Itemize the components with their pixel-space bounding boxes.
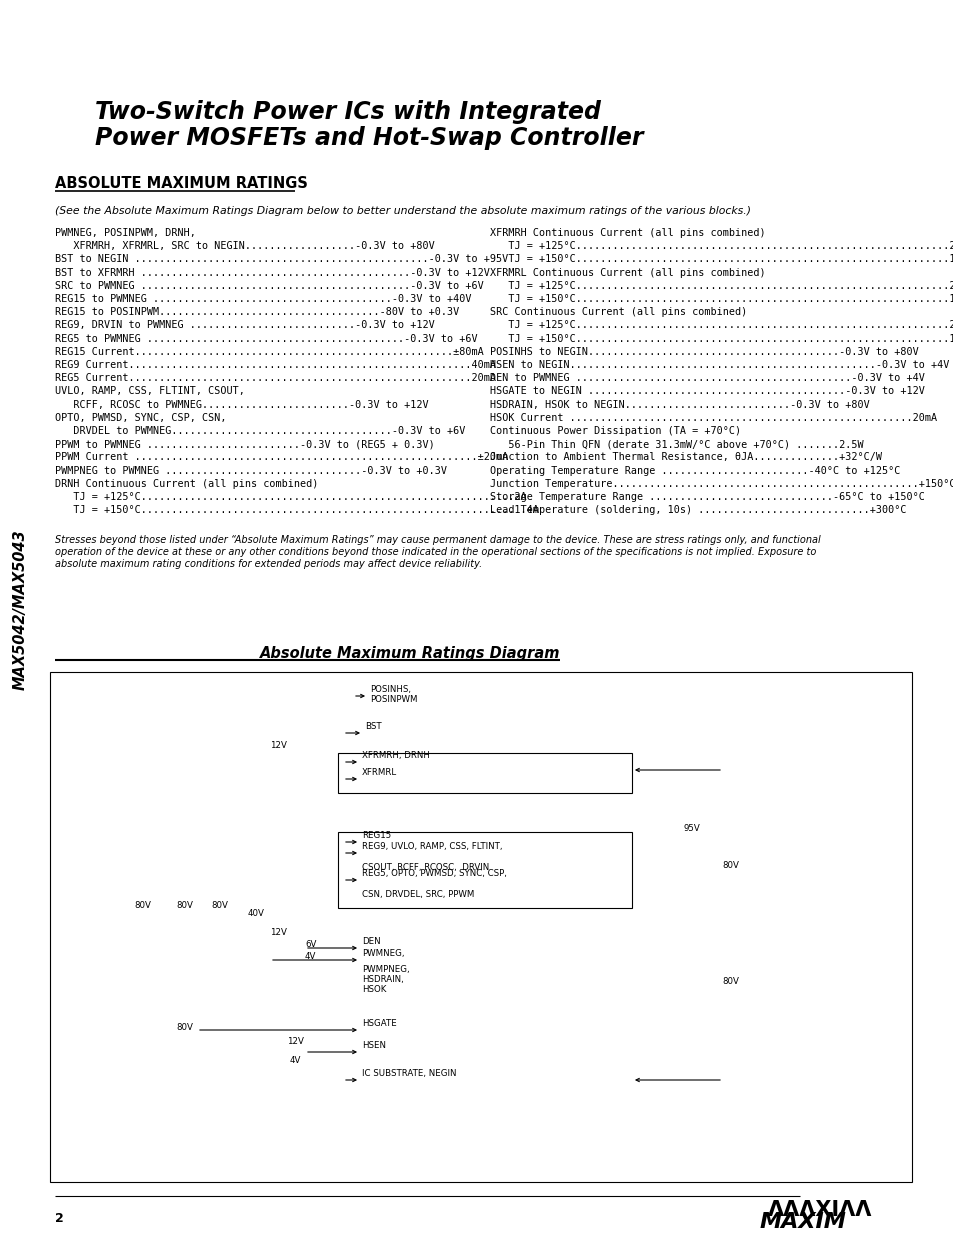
Text: CSOUT, RCFF, RCOSC,  DRVIN: CSOUT, RCFF, RCOSC, DRVIN [361, 863, 489, 872]
Text: BST to XFRMRH ............................................-0.3V to +12V: BST to XFRMRH ..........................… [55, 268, 489, 278]
Text: PWMPNEG,: PWMPNEG, [361, 965, 409, 974]
Text: (See the Absolute Maximum Ratings Diagram below to better understand the absolut: (See the Absolute Maximum Ratings Diagra… [55, 206, 750, 216]
Text: REG9, DRVIN to PWMNEG ...........................-0.3V to +12V: REG9, DRVIN to PWMNEG ..................… [55, 320, 435, 331]
Text: Power MOSFETs and Hot-Swap Controller: Power MOSFETs and Hot-Swap Controller [95, 126, 643, 149]
Text: Lead Temperature (soldering, 10s) ............................+300°C: Lead Temperature (soldering, 10s) ......… [490, 505, 905, 515]
Text: HSEN to NEGIN..................................................-0.3V to +4V: HSEN to NEGIN...........................… [490, 359, 948, 370]
Text: IC SUBSTRATE, NEGIN: IC SUBSTRATE, NEGIN [361, 1070, 456, 1078]
Text: PWMNEG, POSINPWM, DRNH,: PWMNEG, POSINPWM, DRNH, [55, 228, 195, 238]
Text: PWMPNEG to PWMNEG ................................-0.3V to +0.3V: PWMPNEG to PWMNEG ......................… [55, 466, 447, 475]
Text: XFRMRH, XFRMRL, SRC to NEGIN..................-0.3V to +80V: XFRMRH, XFRMRL, SRC to NEGIN............… [55, 241, 435, 251]
Text: REG15: REG15 [361, 831, 391, 840]
Text: XFRMRH Continuous Current (all pins combined): XFRMRH Continuous Current (all pins comb… [490, 228, 765, 238]
Text: 2: 2 [55, 1212, 64, 1225]
Text: 80V: 80V [212, 902, 228, 910]
Text: absolute maximum rating conditions for extended periods may affect device reliab: absolute maximum rating conditions for e… [55, 559, 482, 569]
Text: Two-Switch Power ICs with Integrated: Two-Switch Power ICs with Integrated [95, 100, 600, 124]
Text: SRC Continuous Current (all pins combined): SRC Continuous Current (all pins combine… [490, 308, 746, 317]
Text: REG15 to POSINPWM....................................-80V to +0.3V: REG15 to POSINPWM.......................… [55, 308, 458, 317]
Text: MAX5042/MAX5043: MAX5042/MAX5043 [12, 530, 28, 690]
Text: HSEN: HSEN [361, 1041, 386, 1050]
Text: HSDRAIN, HSOK to NEGIN...........................-0.3V to +80V: HSDRAIN, HSOK to NEGIN..................… [490, 400, 869, 410]
Text: SRC to PWMNEG ............................................-0.3V to +6V: SRC to PWMNEG ..........................… [55, 280, 483, 290]
Text: ΛΛΛXIΛΛ: ΛΛΛXIΛΛ [767, 1200, 871, 1220]
Text: 80V: 80V [721, 977, 739, 986]
Text: XFRMRL Continuous Current (all pins combined): XFRMRL Continuous Current (all pins comb… [490, 268, 765, 278]
Text: HSOK: HSOK [361, 986, 386, 994]
Bar [337, 832, 631, 908]
Text: DEN: DEN [361, 937, 380, 946]
Text: BST: BST [365, 722, 381, 731]
Text: REG9 Current........................................................40mA: REG9 Current............................… [55, 359, 496, 370]
Text: REG15 Current....................................................±80mA: REG15 Current...........................… [55, 347, 483, 357]
Text: 56-Pin Thin QFN (derate 31.3mW/°C above +70°C) .......2.5W: 56-Pin Thin QFN (derate 31.3mW/°C above … [490, 440, 862, 450]
Text: PPWM Current ........................................................±20mA: PPWM Current ...........................… [55, 452, 508, 462]
Text: CSN, DRVDEL, SRC, PPWM: CSN, DRVDEL, SRC, PPWM [361, 890, 474, 899]
Text: TJ = +125°C.............................................................2A: TJ = +125°C.............................… [490, 241, 953, 251]
Text: HSGATE: HSGATE [361, 1019, 396, 1028]
Text: POSINHS to NEGIN.........................................-0.3V to +80V: POSINHS to NEGIN........................… [490, 347, 918, 357]
Text: HSGATE to NEGIN ..........................................-0.3V to +12V: HSGATE to NEGIN ........................… [490, 387, 923, 396]
Text: HSDRAIN,: HSDRAIN, [361, 974, 403, 984]
Text: DEN to PWMNEG .............................................-0.3V to +4V: DEN to PWMNEG ..........................… [490, 373, 923, 383]
Text: 4V: 4V [289, 1056, 300, 1065]
Text: 4V: 4V [305, 952, 316, 961]
Text: TJ = +150°C.............................................................1.4A: TJ = +150°C.............................… [490, 333, 953, 343]
Text: PWMNEG,: PWMNEG, [361, 948, 404, 958]
Text: 80V: 80V [134, 902, 152, 910]
Text: UVLO, RAMP, CSS, FLTINT, CSOUT,: UVLO, RAMP, CSS, FLTINT, CSOUT, [55, 387, 245, 396]
Text: TJ = +125°C.............................................................2A: TJ = +125°C.............................… [55, 492, 526, 501]
Text: REG15 to PWMNEG .......................................-0.3V to +40V: REG15 to PWMNEG ........................… [55, 294, 471, 304]
Text: 95V: 95V [683, 824, 700, 832]
Bar [50, 672, 911, 1182]
Text: TJ = +125°C.............................................................2A: TJ = +125°C.............................… [490, 320, 953, 331]
Text: XFRMRL: XFRMRL [361, 768, 396, 777]
Text: 80V: 80V [721, 861, 739, 869]
Text: REG9, UVLO, RAMP, CSS, FLTINT,: REG9, UVLO, RAMP, CSS, FLTINT, [361, 842, 502, 851]
Text: 12V: 12V [270, 741, 287, 750]
Text: Storage Temperature Range ..............................-65°C to +150°C: Storage Temperature Range ..............… [490, 492, 923, 501]
Text: POSINPWM: POSINPWM [370, 695, 417, 704]
Text: 12V: 12V [286, 1037, 303, 1046]
Text: DRNH Continuous Current (all pins combined): DRNH Continuous Current (all pins combin… [55, 479, 318, 489]
Text: TJ = +150°C.............................................................1.4A: TJ = +150°C.............................… [55, 505, 538, 515]
Text: Junction to Ambient Thermal Resistance, θJA..............+32°C/W: Junction to Ambient Thermal Resistance, … [490, 452, 882, 462]
Text: 12V: 12V [270, 927, 287, 937]
Text: TJ = +125°C.............................................................2A: TJ = +125°C.............................… [490, 280, 953, 290]
Text: TJ = +150°C.............................................................1.4A: TJ = +150°C.............................… [490, 254, 953, 264]
Text: TJ = +150°C.............................................................1.4A: TJ = +150°C.............................… [490, 294, 953, 304]
Text: REG5 Current........................................................20mA: REG5 Current............................… [55, 373, 496, 383]
Text: RCFF, RCOSC to PWMNEG........................-0.3V to +12V: RCFF, RCOSC to PWMNEG...................… [55, 400, 428, 410]
Text: DRVDEL to PWMNEG....................................-0.3V to +6V: DRVDEL to PWMNEG........................… [55, 426, 465, 436]
Text: Continuous Power Dissipation (TA = +70°C): Continuous Power Dissipation (TA = +70°C… [490, 426, 740, 436]
Text: Absolute Maximum Ratings Diagram: Absolute Maximum Ratings Diagram [259, 646, 559, 661]
Text: 40V: 40V [247, 909, 264, 918]
Text: 80V: 80V [176, 1023, 193, 1032]
Text: 80V: 80V [176, 902, 193, 910]
Text: POSINHS,: POSINHS, [370, 685, 411, 694]
Text: Junction Temperature..................................................+150°C: Junction Temperature....................… [490, 479, 953, 489]
Text: HSOK Current ........................................................20mA: HSOK Current ...........................… [490, 412, 936, 422]
Text: REG5, OPTO, PWMSD, SYNC, CSP,: REG5, OPTO, PWMSD, SYNC, CSP, [361, 869, 506, 878]
Text: XFRMRH, DRNH: XFRMRH, DRNH [361, 751, 430, 760]
Text: Operating Temperature Range ........................-40°C to +125°C: Operating Temperature Range ............… [490, 466, 900, 475]
Text: Stresses beyond those listed under “Absolute Maximum Ratings” may cause permanen: Stresses beyond those listed under “Abso… [55, 535, 820, 545]
Text: PPWM to PWMNEG .........................-0.3V to (REG5 + 0.3V): PPWM to PWMNEG .........................… [55, 440, 435, 450]
Text: BST to NEGIN ................................................-0.3V to +95V: BST to NEGIN ...........................… [55, 254, 508, 264]
Text: REG5 to PWMNEG ..........................................-0.3V to +6V: REG5 to PWMNEG .........................… [55, 333, 477, 343]
Text: OPTO, PWMSD, SYNC, CSP, CSN,: OPTO, PWMSD, SYNC, CSP, CSN, [55, 412, 226, 422]
Text: 6V: 6V [305, 940, 316, 948]
Bar [337, 753, 631, 793]
Text: MAXIM: MAXIM [760, 1212, 846, 1233]
Text: ABSOLUTE MAXIMUM RATINGS: ABSOLUTE MAXIMUM RATINGS [55, 177, 308, 191]
Text: operation of the device at these or any other conditions beyond those indicated : operation of the device at these or any … [55, 547, 816, 557]
